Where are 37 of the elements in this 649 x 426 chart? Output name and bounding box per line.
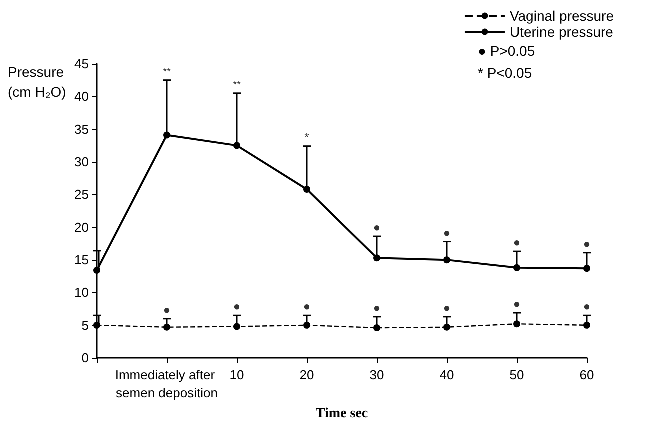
annotation: * [304,130,310,144]
annotation: ● [163,302,171,317]
x-tick-label: 20 [300,368,314,383]
y-tick-label: 20 [74,220,89,235]
annotation: ● [303,300,311,314]
x-tick-label: 50 [510,368,524,383]
x-tick-label: Immediately after semen deposition [115,368,219,401]
annotation: ● [583,236,591,251]
annotation: ● [373,220,381,235]
y-axis-title: Pressure (cm H₂O) [8,64,66,100]
annotation: ● [233,300,241,314]
legend-label: Vaginal pressure [510,8,614,24]
annotation: ● [513,297,521,311]
annotation: * P<0.05 [478,65,532,81]
annotation: ● [373,300,381,315]
y-tick-label: 35 [74,122,89,137]
y-tick-label: 15 [74,252,89,268]
annotation: ● [443,300,451,315]
y-tick-label: 45 [74,56,89,72]
annotation: ** [233,80,241,91]
y-tick-label: 0 [82,350,89,366]
y-tick-label: 30 [74,154,89,170]
annotation: ** [163,66,171,78]
annotation: ● [583,300,591,314]
y-tick-label: 10 [74,285,89,300]
annotation: ● [513,236,521,250]
x-tick-label: 30 [370,368,384,383]
x-tick-label: 10 [230,368,244,383]
legend-label: Uterine pressure [510,24,614,40]
y-tick-label: 5 [82,318,89,333]
annotation: ● [443,226,451,240]
y-tick-label: 25 [74,187,89,202]
x-tick-label: 40 [440,368,454,383]
x-tick-label: 60 [580,368,594,383]
text: ● P>0.05 [478,43,536,59]
x-axis-title: Time sec [316,406,368,422]
y-tick-label: 40 [74,89,89,104]
